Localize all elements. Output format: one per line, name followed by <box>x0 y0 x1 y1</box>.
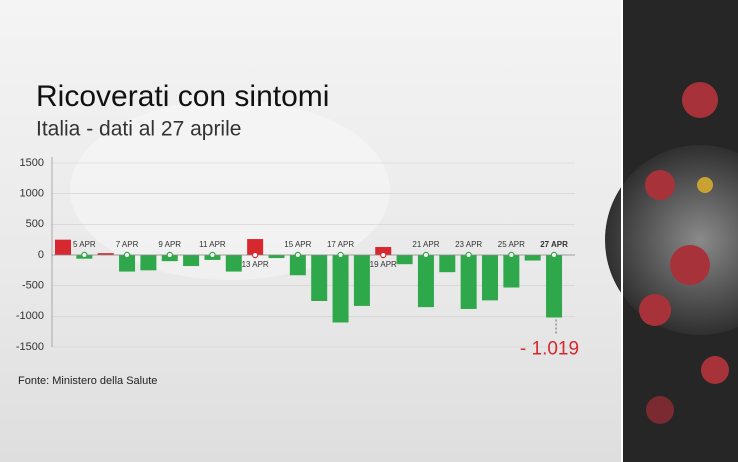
bar <box>183 255 200 267</box>
x-tick-label: 19 APR <box>370 260 397 269</box>
date-marker <box>294 251 302 259</box>
x-tick-label: 9 APR <box>158 240 181 249</box>
decoration <box>70 0 738 462</box>
bar <box>524 255 541 261</box>
bar <box>546 255 563 318</box>
bar <box>396 255 413 265</box>
x-tick-label: 23 APR <box>455 240 482 249</box>
date-marker <box>123 251 131 259</box>
bar <box>247 239 264 255</box>
bar <box>417 255 434 308</box>
bar <box>55 239 71 255</box>
chart-title: Ricoverati con sintomi <box>36 80 329 113</box>
y-tick-label: -1000 <box>16 310 44 322</box>
x-tick-label: 21 APR <box>412 240 439 249</box>
date-marker <box>337 251 344 259</box>
x-tick-label: 13 APR <box>242 260 269 269</box>
value-label: - 1.019 <box>520 339 579 360</box>
chart-subtitle: Italia - dati al 27 aprile <box>36 118 241 141</box>
bar <box>503 255 520 288</box>
date-marker <box>550 251 558 259</box>
x-tick-label: 5 APR <box>73 240 96 249</box>
x-tick-label: 11 APR <box>199 240 226 249</box>
bar <box>482 255 498 301</box>
date-marker <box>380 251 387 259</box>
bar <box>289 255 306 276</box>
bar <box>225 255 242 272</box>
x-tick-label: 25 APR <box>498 240 525 249</box>
bar <box>140 255 157 271</box>
y-tick-label: 1000 <box>20 188 44 200</box>
y-tick-label: -1500 <box>16 341 44 353</box>
date-marker <box>81 251 88 259</box>
y-tick-label: -500 <box>22 280 44 292</box>
bar <box>353 255 370 306</box>
date-marker <box>422 251 430 259</box>
bar <box>460 255 477 309</box>
date-marker <box>209 251 216 259</box>
date-marker <box>166 251 173 259</box>
bar <box>268 255 285 259</box>
y-tick-label: 0 <box>38 249 44 261</box>
source: Fonte: Ministero della Salute <box>18 375 157 387</box>
bar <box>375 247 392 255</box>
x-tick-label: 7 APR <box>116 240 139 249</box>
y-tick-label: 500 <box>26 218 44 230</box>
y-tick-label: 1500 <box>20 157 44 169</box>
bar <box>311 255 328 301</box>
date-marker <box>251 251 259 259</box>
date-marker <box>508 251 515 259</box>
x-tick-label: 15 APR <box>284 240 311 249</box>
x-tick-label: 17 APR <box>327 240 354 249</box>
bar <box>119 255 136 272</box>
bar <box>97 253 114 255</box>
date-marker <box>465 251 472 259</box>
x-tick-label: 27 APR <box>540 240 568 249</box>
bar <box>332 255 349 323</box>
bar <box>439 255 456 273</box>
